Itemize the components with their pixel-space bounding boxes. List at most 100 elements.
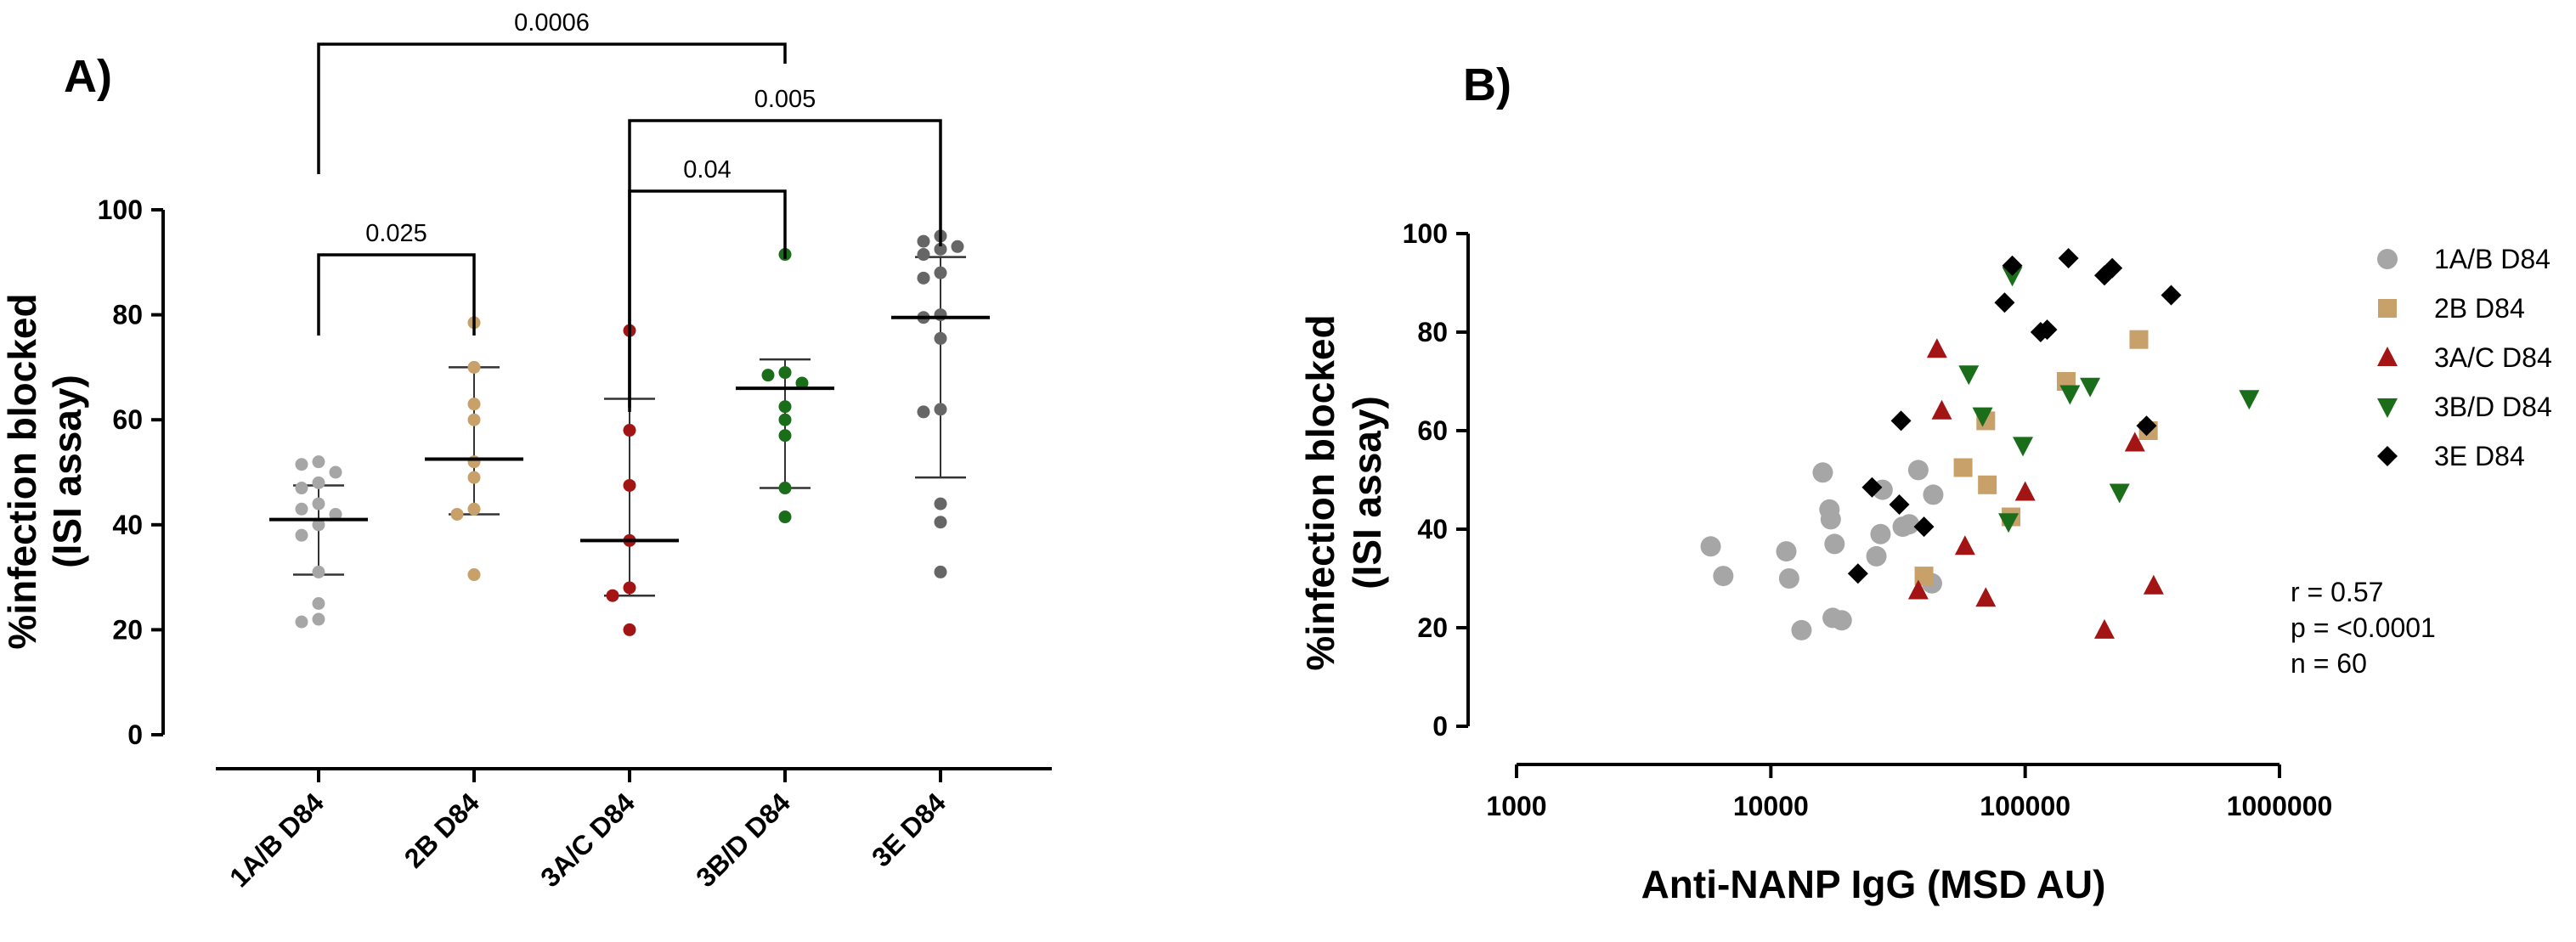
scatter-point-4-8 xyxy=(2037,319,2058,341)
panel-a-ytick-label: 60 xyxy=(112,404,143,435)
dot-point-0-11 xyxy=(312,597,325,610)
scatter-point-2-3 xyxy=(1954,535,1975,556)
dot-point-1-1 xyxy=(467,360,481,374)
scatter-point-0-15 xyxy=(1899,514,1920,535)
panel-b-ytick-label: 60 xyxy=(1417,415,1448,446)
scatter-point-4-13 xyxy=(2161,285,2182,306)
panel-b-xtick-label: 10000 xyxy=(1733,791,1809,821)
panel-b-xtick-label: 1000 xyxy=(1486,791,1546,821)
scatter-point-0-7 xyxy=(1820,509,1841,530)
panel-a-xtick-label: 3A/C D84 xyxy=(534,787,641,893)
scatter-point-0-5 xyxy=(1812,462,1833,483)
scatter-point-2-8 xyxy=(2143,574,2164,595)
panel-a-ylabel-line-2: (ISI assay) xyxy=(45,375,89,568)
dot-point-4-5 xyxy=(934,266,947,279)
dot-point-3-6 xyxy=(778,429,792,443)
scatter-point-2-7 xyxy=(2124,432,2145,452)
legend-label-3: 3B/D D84 xyxy=(2434,392,2552,422)
scatter-point-0-16 xyxy=(1907,460,1929,481)
panel-b-ytick-label: 80 xyxy=(1417,317,1448,347)
scatter-point-0-2 xyxy=(1776,541,1797,562)
dot-point-1-7 xyxy=(450,507,464,521)
scatter-point-3-8 xyxy=(2239,390,2260,410)
scatter-point-0-12 xyxy=(1870,523,1891,544)
panel-a-dot-plot: %infection blocked (ISI assay) 0 20 40 60 80… xyxy=(0,9,1052,893)
scatter-point-1-3 xyxy=(1978,475,1997,494)
dot-point-1-8 xyxy=(467,568,481,582)
dot-point-0-7 xyxy=(329,507,342,521)
stats-p: p = <0.0001 xyxy=(2291,612,2436,643)
scatter-point-1-6 xyxy=(2129,330,2149,349)
dot-point-4-14 xyxy=(934,565,947,578)
dot-point-3-1 xyxy=(778,366,792,380)
dot-point-2-6 xyxy=(623,623,636,636)
bracket-label-1: 0.04 xyxy=(683,156,731,183)
panel-a-label: A) xyxy=(64,51,112,102)
panel-b-label: B) xyxy=(1463,59,1511,110)
panel-a-ytick-label: 0 xyxy=(127,719,143,750)
dot-point-1-2 xyxy=(467,398,481,411)
dot-point-4-10 xyxy=(934,403,947,416)
dot-point-1-5 xyxy=(467,471,481,484)
dot-point-1-4 xyxy=(467,455,481,469)
legend-label-1: 2B D84 xyxy=(2434,293,2525,324)
scatter-point-2-4 xyxy=(1975,587,1997,607)
dot-point-3-3 xyxy=(795,376,809,390)
panel-a-ytick-label: 20 xyxy=(112,614,143,645)
significance-bracket-1 xyxy=(628,189,787,412)
scatter-point-3-5 xyxy=(2059,385,2081,405)
legend-marker-3 xyxy=(2377,398,2398,418)
panel-a-ytick-label: 80 xyxy=(112,300,143,330)
dot-point-0-6 xyxy=(295,502,308,516)
bracket-label-3: 0.0006 xyxy=(514,9,590,37)
dot-point-0-8 xyxy=(312,518,325,532)
panel-a-ytick-label: 40 xyxy=(112,510,143,540)
dot-point-2-2 xyxy=(623,478,636,492)
scatter-point-1-1 xyxy=(1953,458,1973,477)
panel-b-ylabel-line-2: (ISI assay) xyxy=(1345,396,1389,589)
dot-point-4-12 xyxy=(934,497,947,510)
panel-b-ytick-label: 100 xyxy=(1403,218,1448,249)
significance-bracket-0 xyxy=(317,253,476,336)
scatter-point-1-0 xyxy=(1914,567,1934,586)
dot-point-3-4 xyxy=(778,400,792,414)
dot-point-1-6 xyxy=(467,502,481,516)
panel-b-xlabel: Anti-NANP IgG (MSD AU) xyxy=(1641,862,2106,906)
dot-point-4-9 xyxy=(934,331,947,345)
dot-point-3-8 xyxy=(778,510,792,524)
scatter-point-4-2 xyxy=(1889,494,1910,515)
dot-point-0-0 xyxy=(312,455,325,469)
panel-b-ylabel-line-1: %infection blocked xyxy=(1298,314,1342,670)
scatter-point-4-6 xyxy=(2002,255,2023,276)
dot-point-4-6 xyxy=(917,271,930,285)
stats-r: r = 0.57 xyxy=(2291,577,2383,607)
significance-bracket-3 xyxy=(317,42,787,174)
scatter-point-0-1 xyxy=(1713,566,1734,587)
panel-b-scatter: %infection blocked (ISI assay) Anti-NANP… xyxy=(1298,218,2552,906)
dot-point-4-2 xyxy=(951,240,964,253)
scatter-point-0-0 xyxy=(1700,536,1721,557)
panel-a-xtick-label: 1A/B D84 xyxy=(223,787,330,893)
scatter-point-3-1 xyxy=(1972,407,1993,427)
dot-point-3-2 xyxy=(761,369,775,382)
legend-marker-2 xyxy=(2377,347,2398,366)
dot-point-4-4 xyxy=(917,248,930,262)
panel-b-xtick-label: 100000 xyxy=(1980,791,2070,821)
dot-point-4-1 xyxy=(917,234,930,248)
scatter-point-3-2 xyxy=(1998,513,2020,533)
panel-a-xtick-label: 2B D84 xyxy=(398,787,485,873)
scatter-point-0-11 xyxy=(1866,545,1887,567)
legend-marker-0 xyxy=(2377,249,2398,269)
dot-point-0-13 xyxy=(295,615,308,629)
scatter-point-4-0 xyxy=(1847,563,1868,584)
panel-a-ytick-label: 100 xyxy=(98,195,143,225)
scatter-point-4-4 xyxy=(1913,516,1935,538)
panel-a-ylabel-line-1: %infection blocked xyxy=(0,293,44,649)
panel-a-xtick-label: 3E D84 xyxy=(866,787,952,872)
dot-point-2-5 xyxy=(606,589,619,602)
significance-bracket-2 xyxy=(628,119,942,408)
scatter-point-4-11 xyxy=(2102,257,2123,279)
scatter-point-3-3 xyxy=(2002,267,2023,287)
scatter-point-0-3 xyxy=(1778,568,1799,589)
